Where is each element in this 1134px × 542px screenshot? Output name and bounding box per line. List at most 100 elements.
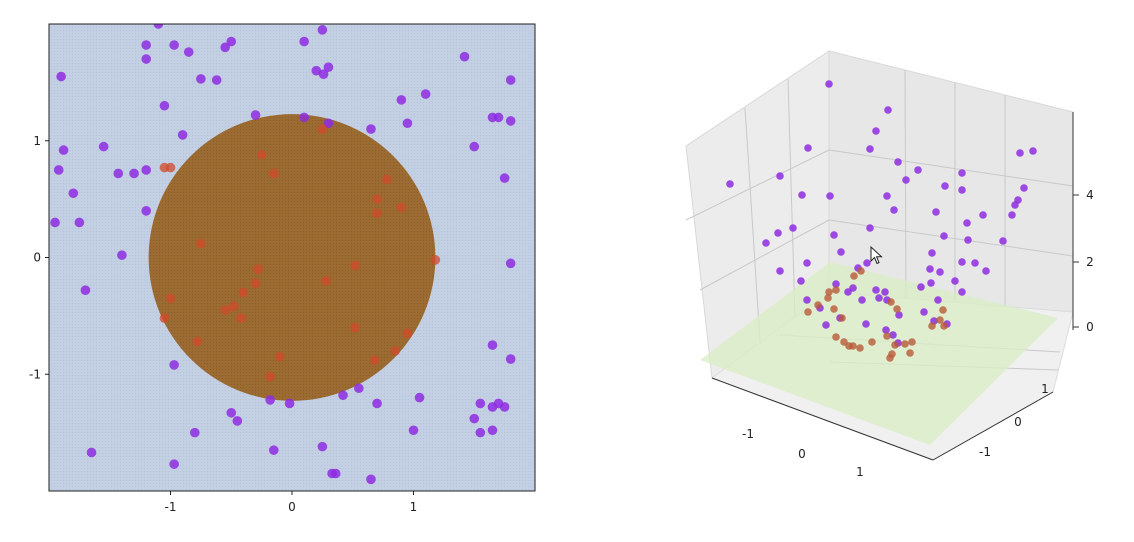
outer-class-point [50,217,60,228]
outer-class-point-3d [914,166,922,174]
inner-class-point [165,162,176,173]
outer-class-point [177,130,188,140]
outer-class-point-3d [803,259,811,267]
inner-class-point [268,168,279,179]
y-tick-label: -1 [29,367,41,381]
outer-class-point [190,427,200,438]
inner-class-point [321,276,331,286]
x-tick-label: 0 [288,500,296,514]
outer-class-point-3d [958,288,966,296]
outer-class-point [420,89,431,99]
outer-class-point-3d [863,259,871,267]
inner-class-point-3d [849,342,857,350]
outer-class-point-3d [934,296,942,304]
inner-class-point [317,124,328,134]
inner-class-point [228,301,239,312]
outer-class-point-3d [862,320,870,328]
outer-class-point-3d [999,237,1007,245]
x-tick-label: 1 [410,500,418,514]
x-tick-label-3d: 0 [798,447,806,461]
outer-class-point [414,392,425,403]
inner-class-point [390,346,401,356]
outer-class-point-3d [902,176,910,184]
inner-class-point [369,355,380,366]
inner-class-point [372,208,382,218]
inner-class-point-3d [887,298,895,306]
outer-class-point [141,54,151,64]
outer-class-point [493,112,504,123]
outer-class-point [113,168,124,179]
outer-class-point-3d [958,169,966,177]
inner-class-point [265,371,275,382]
inner-class-point [250,278,261,288]
outer-class-point-3d [762,239,770,247]
axis-ticks-3d: -1 0 1 1 0 -1 4 2 0 [742,188,1094,479]
outer-class-point [284,398,295,409]
outer-class-point [153,24,164,29]
outer-class-point [487,402,498,412]
grid-lines [685,69,1074,371]
outer-class-point [265,395,275,405]
outer-class-point-3d [971,259,979,267]
outer-class-point [505,354,516,364]
y-tick-label-3d: 0 [1014,415,1022,429]
outer-class-point-3d [849,284,857,292]
outer-class-point [299,36,309,47]
outer-class-point-3d [882,326,890,334]
outer-class-point-3d [797,277,805,285]
inner-class-point [256,149,267,160]
outer-class-point [505,116,516,126]
points-3d-layer [726,80,1037,362]
outer-class-point-3d [890,206,898,214]
outer-class-point-3d [830,231,838,239]
inner-class-point [350,322,360,333]
points-layer [50,24,516,485]
outer-class-point-3d [881,288,889,296]
outer-class-point [505,75,516,85]
inner-class-point [396,202,407,213]
outer-class-point-3d [927,279,935,287]
inner-class-point [159,313,170,324]
outer-class-point [117,250,127,260]
outer-class-point [311,65,322,76]
outer-class-point [505,258,516,269]
inner-class-point-3d [824,294,832,302]
decision-plane [700,262,1058,445]
outer-class-point [56,71,66,82]
inner-class-point-3d [850,272,858,280]
x-tick-label-3d: 1 [856,465,864,479]
outer-class-point-3d [941,182,949,190]
outer-class-point-3d [889,331,897,339]
mouse-pointer-icon [870,246,883,265]
outer-class-point-3d [982,267,990,275]
outer-class-point-3d [963,219,971,227]
outer-class-point [318,69,329,80]
outer-class-point-3d [776,267,784,275]
outer-class-point [396,95,407,105]
outer-class-point [196,74,206,84]
outer-class-point [459,51,470,62]
outer-class-point [323,62,334,72]
outer-class-point [487,340,498,350]
outer-class-point-3d [1011,201,1019,209]
x-tick-label: -1 [165,500,177,514]
inner-class-point-3d [804,308,812,316]
outer-class-point-3d [928,249,936,257]
inner-class-point-3d [857,267,865,275]
outer-class-point [211,75,222,85]
inner-class-point-3d [883,332,891,340]
outer-class-point-3d [979,211,987,219]
outer-class-point-3d [884,106,892,114]
decision-boundary-chart: -1 0 1 -1 0 1 [29,23,536,514]
outer-class-point-3d [894,158,902,166]
inner-class-point [430,255,441,265]
z-tick-label-3d: 0 [1086,320,1094,334]
outer-class-point [299,112,309,123]
y-tick-label: 0 [33,251,41,265]
outer-class-point [169,40,179,50]
inner-class-point-3d [893,305,901,313]
x-axis-ticks: -1 0 1 [165,491,418,514]
outer-class-point [86,447,97,458]
outer-class-point [141,206,151,216]
outer-class-point-3d [837,248,845,256]
